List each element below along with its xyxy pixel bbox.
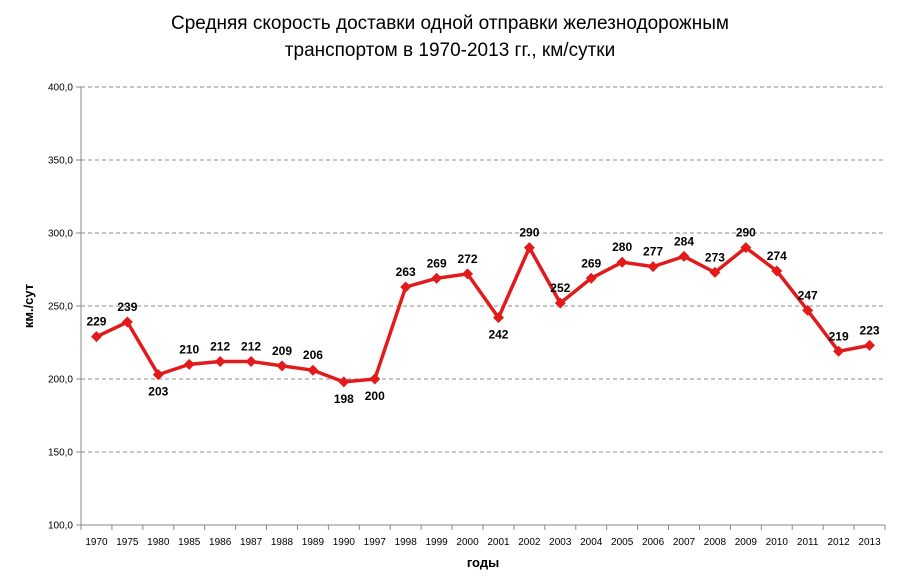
- chart-title: Средняя скорость доставки одной отправки…: [171, 13, 729, 34]
- x-tick-label: 2005: [611, 537, 634, 548]
- data-markers: [90, 242, 876, 388]
- x-tick-label: 2012: [827, 537, 850, 548]
- x-tick-label: 1998: [395, 537, 418, 548]
- data-label: 272: [458, 252, 478, 266]
- data-point-marker: [709, 266, 721, 278]
- data-label: 198: [334, 392, 354, 406]
- data-point-marker: [523, 242, 535, 254]
- chart-title-block: Средняя скорость доставки одной отправки…: [0, 10, 900, 64]
- data-point-marker: [183, 358, 195, 370]
- x-tick-label: 2007: [673, 537, 696, 548]
- axes: [76, 86, 886, 530]
- data-label: 252: [550, 281, 570, 295]
- y-axis-title: км./сут: [21, 284, 36, 328]
- data-point-marker: [152, 369, 164, 381]
- data-point-marker: [121, 316, 133, 328]
- data-point-marker: [276, 360, 288, 372]
- gridlines: [81, 86, 885, 453]
- x-tick-label: 1990: [333, 537, 356, 548]
- data-label: 284: [674, 234, 694, 248]
- data-label: 229: [86, 315, 106, 329]
- data-label: 263: [396, 265, 416, 279]
- y-tick-label: 300,0: [48, 229, 73, 240]
- x-tick-label: 1986: [209, 537, 232, 548]
- x-tick-label: 1980: [147, 537, 170, 548]
- data-point-marker: [431, 272, 443, 284]
- x-tick-label: 2009: [735, 537, 758, 548]
- y-axis-tick-labels: 100,0 150,0 200,0 250,0 300,0 350,0 400,0: [48, 83, 73, 532]
- x-tick-label: 2013: [858, 537, 881, 548]
- data-point-marker: [245, 355, 257, 367]
- data-label: 200: [365, 389, 385, 403]
- series-line-path: [94, 245, 872, 384]
- y-tick-label: 150,0: [48, 448, 73, 459]
- data-point-marker: [554, 297, 566, 309]
- data-label: 223: [860, 323, 880, 337]
- data-label: 269: [581, 256, 601, 270]
- data-point-marker: [307, 364, 319, 376]
- y-tick-label: 100,0: [48, 521, 73, 532]
- chart-subtitle: транспортом в 1970-2013 гг., км/сутки: [284, 40, 616, 61]
- data-label: 203: [148, 385, 168, 399]
- x-tick-label: 2010: [766, 537, 789, 548]
- data-point-marker: [338, 376, 350, 388]
- data-label: 290: [736, 226, 756, 240]
- data-label: 290: [519, 226, 539, 240]
- x-tick-label: 2000: [456, 537, 479, 548]
- x-tick-label: 2001: [487, 537, 510, 548]
- data-point-marker: [647, 261, 659, 273]
- x-tick-label: 2011: [797, 537, 819, 548]
- data-label: 280: [612, 240, 632, 254]
- data-label: 209: [272, 344, 292, 358]
- data-label: 242: [488, 328, 508, 342]
- y-tick-label: 200,0: [48, 375, 73, 386]
- data-point-marker: [740, 242, 752, 254]
- data-point-marker: [462, 268, 474, 280]
- data-label: 273: [705, 250, 725, 264]
- data-point-marker: [833, 345, 845, 357]
- data-point-marker: [214, 355, 226, 367]
- data-point-marker: [400, 281, 412, 293]
- data-label: 277: [643, 245, 663, 259]
- data-label: 269: [427, 256, 447, 270]
- x-axis-title: годы: [467, 555, 499, 570]
- data-label: 274: [767, 249, 787, 263]
- x-tick-label: 2008: [704, 537, 727, 548]
- data-point-marker: [616, 256, 628, 268]
- x-tick-label: 2003: [549, 537, 572, 548]
- data-label: 206: [303, 348, 323, 362]
- data-point-marker: [492, 312, 504, 324]
- series-line: [94, 245, 872, 384]
- data-point-marker: [585, 272, 597, 284]
- x-tick-label: 2002: [518, 537, 541, 548]
- data-label: 210: [179, 342, 199, 356]
- x-tick-label: 2006: [642, 537, 665, 548]
- data-label: 239: [117, 300, 137, 314]
- x-tick-label: 1999: [425, 537, 448, 548]
- data-point-marker: [771, 265, 783, 277]
- data-label: 247: [798, 288, 818, 302]
- data-labels: 229 239 203 210 212 212 209 206 198 200 263 269 272 2…: [86, 226, 879, 406]
- data-label: 212: [241, 339, 261, 353]
- x-tick-label: 1970: [85, 537, 108, 548]
- data-label: 219: [829, 329, 849, 343]
- x-tick-label: 1987: [240, 537, 263, 548]
- x-tick-label: 1988: [271, 537, 294, 548]
- x-tick-label: 1985: [178, 537, 201, 548]
- y-tick-label: 400,0: [48, 83, 73, 94]
- x-tick-label: 2004: [580, 537, 603, 548]
- y-tick-label: 350,0: [48, 156, 73, 167]
- data-point-marker: [90, 331, 102, 343]
- x-axis-tick-labels: 1970 1975 1980 1985 1986 1987 1988 1989 1990 1997…: [85, 537, 881, 548]
- data-point-marker: [369, 373, 381, 385]
- data-point-marker: [678, 250, 690, 262]
- x-tick-label: 1997: [364, 537, 387, 548]
- x-tick-label: 1975: [116, 537, 139, 548]
- data-label: 212: [210, 339, 230, 353]
- data-point-marker: [864, 339, 876, 351]
- y-tick-label: 250,0: [48, 302, 73, 313]
- data-point-marker: [802, 304, 814, 316]
- x-tick-label: 1989: [302, 537, 325, 548]
